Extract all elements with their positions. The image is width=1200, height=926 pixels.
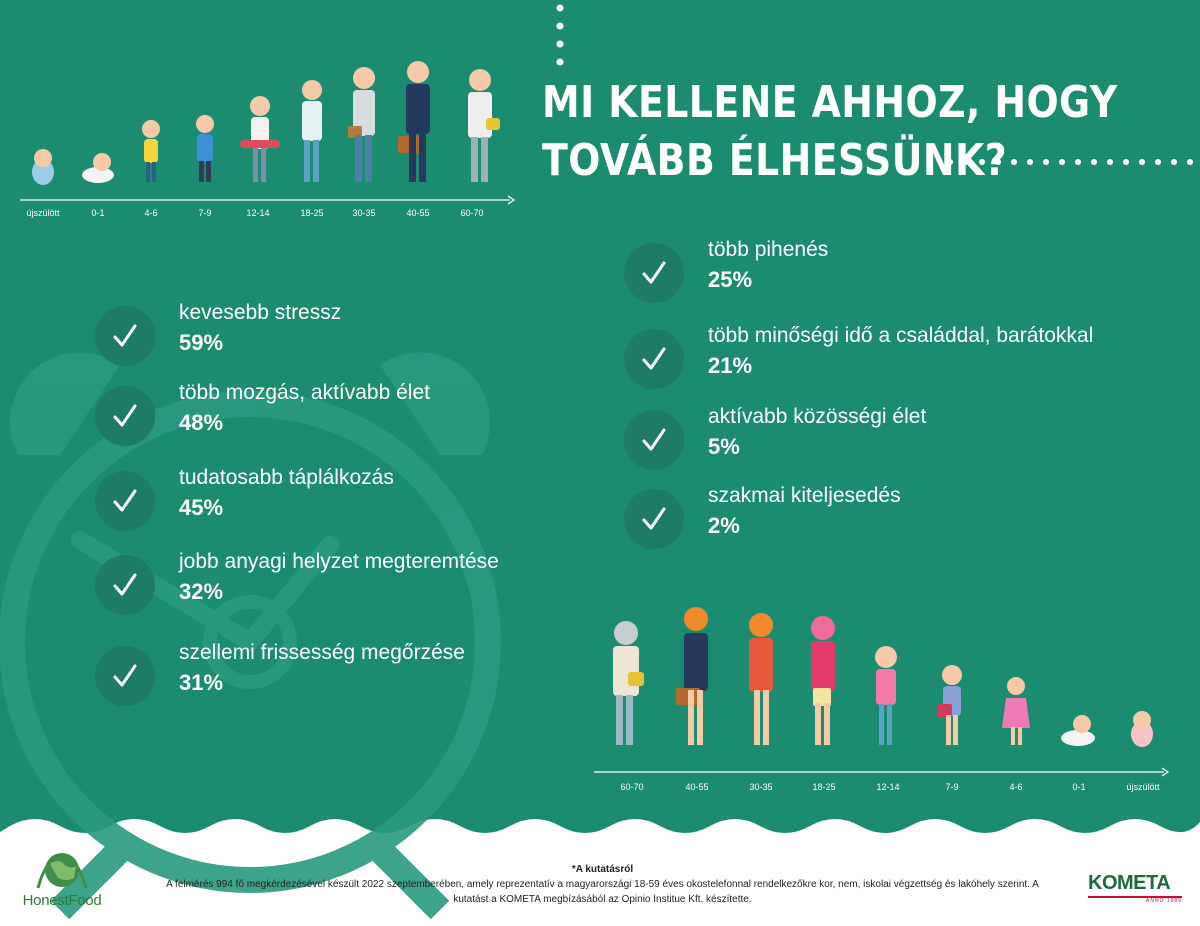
result-label: szakmai kiteljesedés: [708, 484, 901, 507]
footer-text: A felmérés 994 fő megkérdezésével készül…: [166, 879, 1039, 905]
result-value: 2%: [708, 513, 740, 538]
check-icon: [624, 243, 684, 303]
check-icon: [624, 410, 684, 470]
check-icon: [95, 386, 155, 446]
result-label: több pihenés: [708, 238, 829, 261]
result-value: 5%: [708, 434, 740, 459]
green-panel: [0, 0, 1200, 833]
girl-4-6-figure-icon: [1002, 677, 1030, 745]
child-7-9-figure-icon: [196, 115, 214, 182]
kometa-logo: KOMETA ANNO 1989: [1088, 872, 1182, 904]
result-label: kevesebb stressz: [179, 301, 342, 324]
result-value: 59%: [179, 330, 224, 355]
check-icon: [95, 646, 155, 706]
age-label: 30-35: [749, 782, 773, 792]
result-item: kevesebb stressz 59%: [95, 301, 341, 366]
page-title: MI KELLENE AHHOZ, HOGY TOVÁBB ÉLHESSÜNK?: [542, 74, 1118, 190]
age-label: 40-55: [406, 208, 430, 218]
kometa-logo-underline: [1088, 896, 1182, 898]
check-icon: [95, 471, 155, 531]
result-item: szellemi frissesség megőrzése 31%: [95, 641, 465, 706]
title-line-2: TOVÁBB ÉLHESSÜNK?: [542, 135, 1008, 186]
baby-figure-icon: [82, 153, 114, 183]
senior-woman-60-70-figure-icon: [613, 621, 644, 745]
result-value: 32%: [179, 579, 224, 604]
young-woman-18-25-figure-icon: [811, 616, 835, 745]
result-item: szakmai kiteljesedés 2%: [624, 484, 901, 549]
result-item: jobb anyagi helyzet megteremtése 32%: [95, 550, 499, 615]
result-label: aktívabb közösségi élet: [708, 405, 927, 428]
top-people-figures: [32, 61, 500, 185]
adult-30-35-figure-icon: [348, 67, 375, 182]
globe-icon: [36, 853, 88, 889]
girl-7-9-figure-icon: [938, 665, 962, 745]
result-value: 31%: [179, 670, 224, 695]
senior-60-70-figure-icon: [468, 69, 500, 182]
adult-40-55-figure-icon: [398, 61, 430, 182]
result-label: több minőségi idő a családdal, barátokka…: [708, 324, 1094, 347]
age-label: újszülött: [26, 208, 60, 218]
result-value: 25%: [708, 267, 753, 292]
result-item: tudatosabb táplálkozás 45%: [95, 466, 394, 531]
newborn-figure-icon: [1131, 711, 1153, 747]
kometa-logo-subtitle: ANNO 1989: [1146, 898, 1182, 904]
age-label: 40-55: [685, 782, 709, 792]
result-label: több mozgás, aktívabb élet: [179, 381, 430, 404]
age-label: 4-6: [144, 208, 158, 218]
result-value: 45%: [179, 495, 224, 520]
age-label: 0-1: [91, 208, 105, 218]
child-4-6-figure-icon: [142, 120, 160, 182]
age-label: 0-1: [1072, 782, 1086, 792]
age-label: 60-70: [620, 782, 644, 792]
baby-0-1-figure-icon: [1061, 715, 1095, 746]
age-label: 4-6: [1009, 782, 1023, 792]
newborn-figure-icon: [32, 149, 54, 185]
result-value: 21%: [708, 353, 753, 378]
age-label: 7-9: [945, 782, 959, 792]
result-label: szellemi frissesség megőrzése: [179, 641, 465, 664]
top-timeline-axis: [20, 195, 516, 205]
footer-title: *A kutatásról: [571, 864, 634, 875]
kometa-logo-text: KOMETA: [1088, 872, 1171, 894]
result-item: aktívabb közösségi élet 5%: [624, 405, 926, 470]
bottom-timeline-axis: [594, 767, 1170, 777]
dotted-line-vertical: [556, 4, 564, 66]
age-label: 30-35: [352, 208, 376, 218]
check-icon: [95, 555, 155, 615]
title-line-1: MI KELLENE AHHOZ, HOGY: [542, 77, 1118, 128]
result-label: jobb anyagi helyzet megteremtése: [179, 550, 499, 573]
result-item: több minőségi idő a családdal, barátokka…: [624, 324, 1093, 389]
result-item: több mozgás, aktívabb élet 48%: [95, 381, 430, 446]
bottom-people-figures: [613, 607, 1153, 747]
teen-12-14-figure-icon: [240, 96, 280, 182]
check-icon: [95, 306, 155, 366]
young-adult-18-25-figure-icon: [302, 80, 322, 182]
age-label: 60-70: [460, 208, 484, 218]
honestfood-logo: HonestFood: [14, 848, 110, 910]
age-label: 12-14: [246, 208, 270, 218]
check-icon: [624, 329, 684, 389]
result-label: tudatosabb táplálkozás: [179, 466, 394, 489]
result-value: 48%: [179, 410, 224, 435]
woman-30-35-figure-icon: [749, 613, 773, 745]
girl-12-14-figure-icon: [875, 646, 897, 745]
age-label: 18-25: [812, 782, 836, 792]
age-label: újszülött: [1126, 782, 1160, 792]
footer-note: *A kutatásról A felmérés 994 fő megkérde…: [150, 862, 1055, 907]
dotted-line-horizontal: [947, 159, 1193, 165]
age-label: 18-25: [300, 208, 324, 218]
clock-watermark-icon: [0, 352, 501, 920]
honestfood-logo-text: HonestFood: [22, 892, 102, 909]
check-icon: [624, 489, 684, 549]
result-item: több pihenés 25%: [624, 238, 828, 303]
age-label: 7-9: [198, 208, 212, 218]
age-label: 12-14: [876, 782, 900, 792]
woman-40-55-figure-icon: [676, 607, 708, 745]
